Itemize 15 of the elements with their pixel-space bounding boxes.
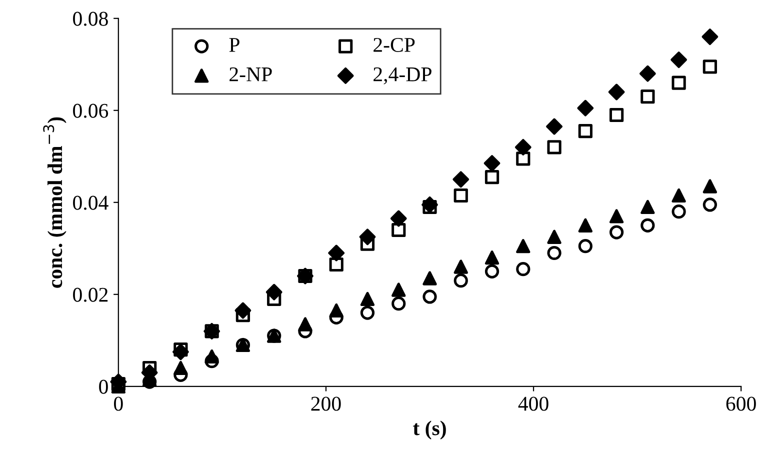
y-tick-label: 0.04 [73,196,108,210]
y-tick-label: 0.06 [73,104,108,118]
legend-label: 2-NP [230,67,272,82]
legend-label: 2,4-DP [374,67,432,84]
x-tick-label: 400 [518,396,548,411]
y-tick-label: 0.08 [73,12,108,26]
x-tick-label: 600 [726,396,756,411]
y-tick-label: 0 [99,380,108,394]
x-tick-label: 0 [114,396,123,411]
legend-label: 2-CP [374,38,415,52]
x-axis-title: t (s) [413,420,446,440]
x-tick-label: 200 [311,396,341,411]
y-tick-label: 0.02 [73,288,108,302]
legend-label: P [229,38,240,52]
y-axis-title: conc. (mmol dm$^{−3}$) [43,117,66,288]
